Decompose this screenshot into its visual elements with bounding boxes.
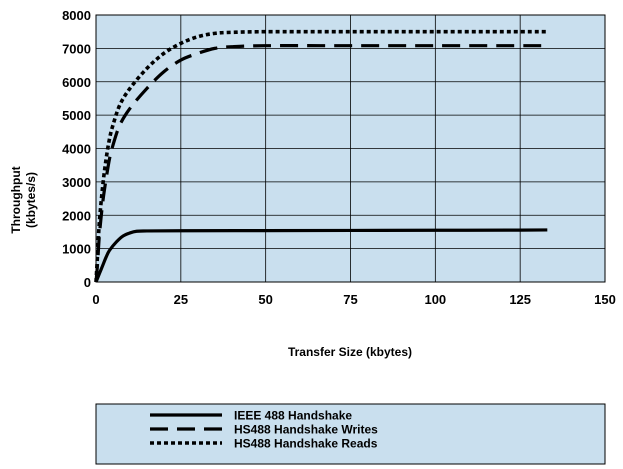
legend-label-ieee-488-handshake: IEEE 488 Handshake — [234, 409, 352, 423]
x-axis-label: Transfer Size (kbytes) — [288, 345, 412, 359]
y-tick-labels: 0 1000 2000 3000 4000 5000 6000 7000 8000 — [62, 8, 91, 290]
series-line-hs488-handshake-writes — [94, 44, 548, 283]
series-lines — [94, 29, 548, 283]
y-tick-label: 8000 — [62, 8, 91, 23]
legend-box — [95, 403, 606, 465]
y-tick-label: 5000 — [62, 108, 91, 123]
legend-label-hs488-handshake-reads: HS488 Handshake Reads — [234, 437, 378, 451]
y-tick-label: 7000 — [62, 41, 91, 56]
y-axis-label-line-1: Throughput — [9, 166, 23, 233]
series-line-ieee-488-handshake — [94, 228, 548, 283]
y-tick-label: 2000 — [62, 208, 91, 223]
y-axis-label-line-2: (kbytes/s) — [24, 172, 38, 228]
x-tick-label: 75 — [343, 292, 357, 307]
x-tick-label: 100 — [424, 292, 446, 307]
x-tick-label: 150 — [594, 292, 616, 307]
y-tick-label: 4000 — [62, 142, 91, 157]
x-tick-labels: 0 25 50 75 100 125 150 — [92, 292, 615, 307]
y-tick-label: 1000 — [62, 242, 91, 257]
legend-label-hs488-handshake-writes: HS488 Handshake Writes — [234, 423, 378, 437]
x-tick-label: 25 — [174, 292, 188, 307]
y-tick-label: 3000 — [62, 175, 91, 190]
y-tick-label: 6000 — [62, 75, 91, 90]
x-tick-label: 50 — [258, 292, 272, 307]
x-tick-label: 125 — [509, 292, 531, 307]
x-tick-label: 0 — [92, 292, 99, 307]
y-tick-label: 0 — [84, 275, 91, 290]
plot-frame — [95, 14, 606, 283]
series-line-hs488-handshake-reads — [94, 29, 548, 283]
